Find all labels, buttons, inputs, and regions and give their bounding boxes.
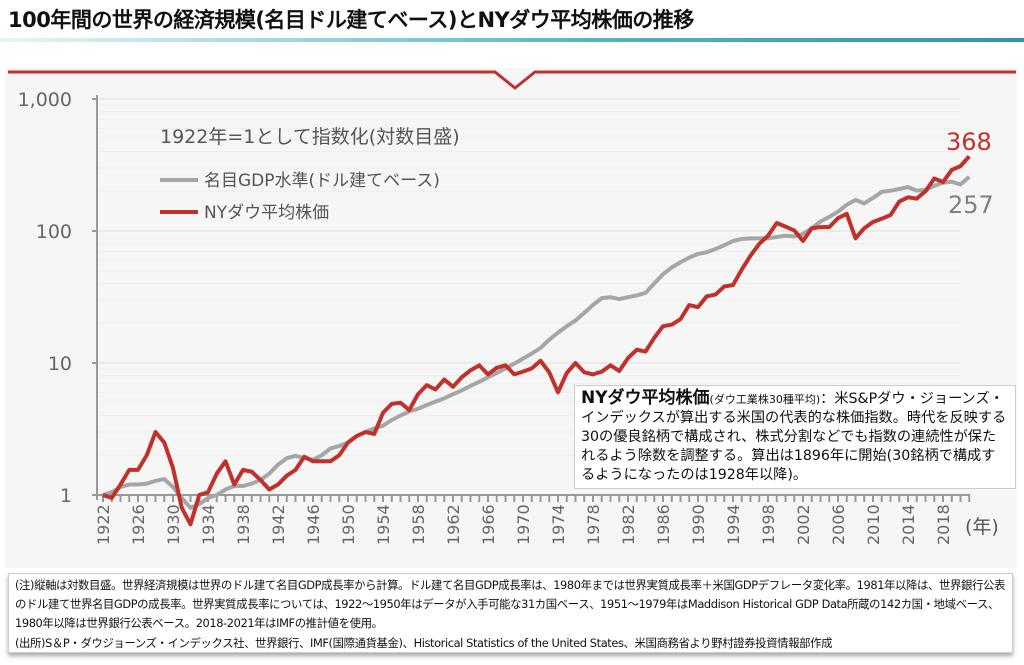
- y-tick-label: 1: [60, 485, 72, 507]
- note-text: (注)縦軸は対数目盛。世界経済規模は世界のドル建て名目GDP成長率から計算。ドル…: [15, 578, 1005, 631]
- legend-label: NYダウ平均株価: [204, 203, 329, 223]
- x-tick-label: 1930: [164, 504, 183, 545]
- x-tick-label: 2014: [899, 504, 918, 545]
- x-tick-label: 1950: [339, 504, 358, 545]
- title-underline: [0, 38, 1024, 42]
- x-tick-label: 2002: [794, 504, 813, 545]
- annotation-body: ：米S&Pダウ・ジョーンズ・インデックスが算出する米国の代表的な株価指数。時代を…: [581, 391, 1007, 483]
- end-label-gdp: 257: [948, 191, 994, 219]
- series-line: [102, 175, 971, 510]
- chart-subtitle: 1922年=1として指数化(対数目盛): [160, 126, 460, 148]
- x-tick-label: 1958: [409, 504, 428, 545]
- page-title: 100年間の世界の経済規模(名目ドル建てベース)とNYダウ平均株価の推移: [8, 8, 694, 32]
- x-tick-label: 1970: [514, 504, 533, 545]
- x-tick-label: 1998: [759, 504, 778, 545]
- source-text: (出所)S＆P・ダウジョーンズ・インデックス社、世界銀行、IMF(国際通貨基金)…: [15, 635, 833, 650]
- x-tick-label: 1974: [549, 504, 568, 545]
- y-tick-label: 1,000: [18, 89, 72, 111]
- annotation-heading: NYダウ平均株価: [581, 388, 710, 408]
- x-tick-label: 2006: [829, 504, 848, 545]
- notes-box: (注)縦軸は対数目盛。世界経済規模は世界のドル建て名目GDP成長率から計算。ドル…: [8, 573, 1013, 653]
- x-tick-label: 2018: [934, 504, 953, 545]
- x-tick-label: 1942: [269, 504, 288, 545]
- x-tick-label: 1946: [304, 504, 323, 545]
- x-axis-unit: (年): [965, 516, 999, 538]
- x-tick-label: 1926: [129, 504, 148, 545]
- frame-top-border: [8, 70, 1016, 90]
- x-tick-label: 1954: [374, 504, 393, 545]
- y-tick-label: 100: [36, 221, 72, 243]
- x-tick-label: 2010: [864, 504, 883, 545]
- x-tick-label: 1994: [724, 504, 743, 545]
- x-tick-label: 1962: [444, 504, 463, 545]
- x-tick-label: 1986: [654, 504, 673, 545]
- annotation-box: NYダウ平均株価(ダウ工業株30種平均)：米S&Pダウ・ジョーンズ・インデックス…: [574, 385, 1016, 489]
- x-tick-label: 1990: [689, 504, 708, 545]
- x-tick-label: 1922: [94, 504, 113, 545]
- x-tick-label: 1966: [479, 504, 498, 545]
- x-tick-label: 1934: [199, 504, 218, 545]
- legend-label: 名目GDP水準(ドル建てベース): [204, 171, 440, 191]
- end-label-dow: 368: [946, 128, 992, 156]
- x-tick-label: 1938: [234, 504, 253, 545]
- x-tick-label: 1978: [584, 504, 603, 545]
- x-tick-label: 1982: [619, 504, 638, 545]
- series-line: [102, 154, 971, 527]
- annotation-sub: (ダウ工業株30種平均): [709, 393, 821, 406]
- y-tick-label: 10: [48, 353, 72, 375]
